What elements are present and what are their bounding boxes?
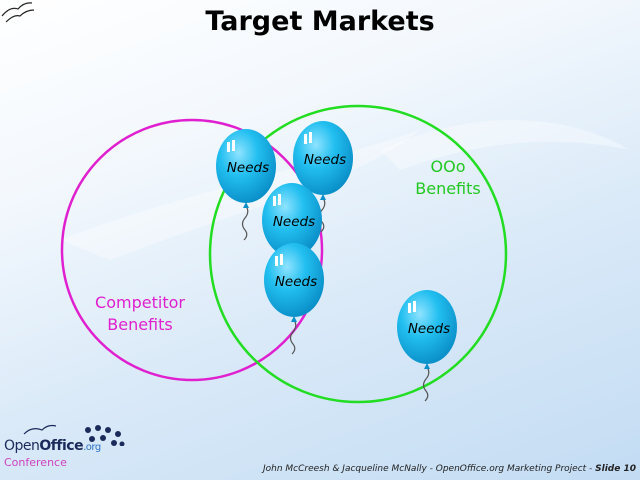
openoffice-conference-logo: OpenOffice.org Conference bbox=[2, 424, 132, 476]
competitor-benefits-label: Competitor Benefits bbox=[72, 292, 208, 336]
needs-balloon: Needs bbox=[293, 121, 353, 233]
ooo-label-line2: Benefits bbox=[415, 179, 481, 198]
needs-balloon: Needs bbox=[264, 243, 324, 355]
logo-office-text: Office bbox=[39, 438, 84, 454]
balloon-needs-label: Needs bbox=[408, 321, 450, 337]
footer-credit-text: John McCreesh & Jacqueline McNally - Ope… bbox=[262, 464, 596, 474]
balloon-body bbox=[216, 129, 276, 203]
balloon-body bbox=[293, 121, 353, 195]
balloon-needs-label: Needs bbox=[273, 214, 315, 230]
balloon-highlight bbox=[408, 303, 411, 313]
logo-wordmark: OpenOffice.org bbox=[4, 438, 101, 454]
balloon-highlight bbox=[278, 194, 281, 205]
balloon-highlight bbox=[413, 301, 416, 312]
ooo-circle bbox=[208, 104, 508, 404]
balloon-needs-label: Needs bbox=[304, 152, 346, 168]
balloon-body bbox=[397, 290, 457, 364]
competitor-label-line2: Benefits bbox=[107, 315, 173, 334]
balloon-string bbox=[241, 205, 249, 241]
balloon-needs-label: Needs bbox=[227, 160, 269, 176]
page-title: Target Markets bbox=[205, 6, 435, 37]
balloon-body bbox=[264, 243, 324, 317]
balloons-group: Needs Needs Needs Needs Needs bbox=[216, 121, 457, 402]
balloon-highlight bbox=[273, 196, 276, 206]
competitor-circle bbox=[60, 118, 324, 382]
needs-balloon: Needs bbox=[397, 290, 457, 402]
balloon-string bbox=[422, 366, 430, 402]
footer-credit: John McCreesh & Jacqueline McNally - Ope… bbox=[263, 464, 636, 474]
balloon-highlight bbox=[275, 256, 278, 266]
balloon-knot bbox=[243, 202, 249, 208]
balloon-highlight bbox=[280, 254, 283, 265]
balloon-knot bbox=[291, 316, 297, 322]
logo-open-text: Open bbox=[4, 438, 40, 454]
balloon-knot bbox=[320, 194, 326, 200]
balloon-body bbox=[262, 183, 322, 257]
logo-people-icon bbox=[23, 424, 125, 446]
balloon-highlight bbox=[227, 142, 230, 152]
balloon-highlight bbox=[232, 140, 235, 151]
footer-slide-number: Slide 10 bbox=[595, 464, 636, 474]
balloon-needs-label: Needs bbox=[275, 274, 317, 290]
competitor-label-line1: Competitor bbox=[95, 293, 185, 312]
balloon-string bbox=[289, 319, 297, 355]
ooo-label-line1: OOo bbox=[430, 157, 466, 176]
needs-balloon: Needs bbox=[216, 129, 276, 241]
balloon-highlight bbox=[304, 134, 307, 144]
balloon-highlight bbox=[309, 132, 312, 143]
ooo-benefits-label: OOo Benefits bbox=[398, 156, 498, 200]
seagull-icon bbox=[1, 2, 35, 23]
balloon-knot bbox=[424, 363, 430, 369]
needs-balloon: Needs bbox=[262, 183, 322, 295]
logo-conference-text: Conference bbox=[4, 456, 67, 469]
logo-org-text: .org bbox=[83, 442, 101, 453]
